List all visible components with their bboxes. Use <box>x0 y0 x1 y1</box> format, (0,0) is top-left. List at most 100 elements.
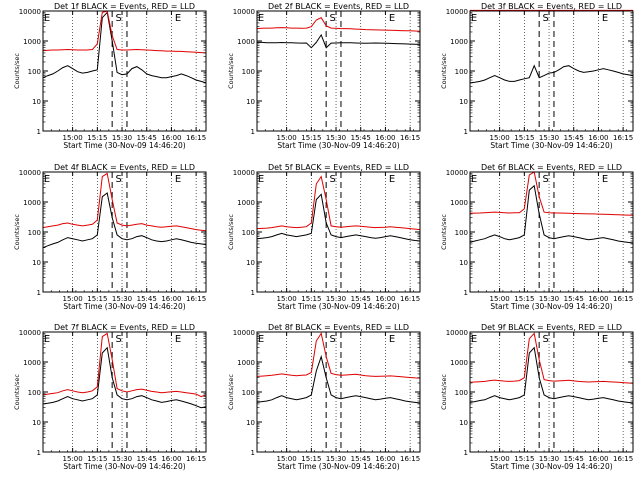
x-tick-label: 16:15 <box>186 455 206 463</box>
y-tick-label: 10 <box>32 419 41 427</box>
panel-det-4: Det 4f BLACK = Events, RED = LLD S E E 1 10 10… <box>13 163 207 311</box>
x-axis-label: Start Time (30-Nov-09 14:46:20) <box>277 302 399 311</box>
x-tick-label: 15:30 <box>539 455 559 463</box>
y-tick-label: 1 <box>37 128 41 136</box>
x-tick-label: 15:15 <box>87 295 107 303</box>
y-tick-label: 100 <box>28 229 41 237</box>
x-axis-label: Start Time (30-Nov-09 14:46:20) <box>277 141 399 150</box>
x-tick-label: 16:00 <box>588 295 608 303</box>
marker-e: E <box>175 174 181 185</box>
panel-title: Det 1f BLACK = Events, RED = LLD <box>54 2 195 11</box>
x-tick-label: 15:15 <box>87 455 107 463</box>
x-tick-label: 16:00 <box>375 134 395 142</box>
x-tick-label: 15:30 <box>326 455 346 463</box>
x-tick-label: 16:15 <box>400 295 420 303</box>
marker-s: S <box>116 174 122 185</box>
series-events-line <box>42 346 207 409</box>
y-axis-label: Counts/sec <box>440 374 448 410</box>
panel-title: Det 3f BLACK = Events, RED = LLD <box>481 2 622 11</box>
plot-frame <box>469 331 634 453</box>
series-lld-line <box>469 171 634 216</box>
x-tick-label: 15:15 <box>301 134 321 142</box>
series-lld-line <box>256 17 421 32</box>
y-tick-label: 100 <box>455 389 468 397</box>
x-tick-label: 15:45 <box>564 455 584 463</box>
y-tick-label: 10000 <box>233 329 255 337</box>
x-tick-label: 15:15 <box>514 455 534 463</box>
y-axis-label: Counts/sec <box>227 374 235 410</box>
y-tick-label: 10 <box>459 98 468 106</box>
x-axis-label: Start Time (30-Nov-09 14:46:20) <box>63 462 185 471</box>
series-events-line <box>469 346 634 404</box>
y-tick-label: 1 <box>251 289 255 297</box>
x-tick-label: 15:30 <box>326 295 346 303</box>
y-tick-label: 10 <box>459 259 468 267</box>
marker-e-start: E <box>258 334 264 345</box>
x-tick-label: 15:00 <box>63 295 83 303</box>
x-tick-label: 16:00 <box>588 455 608 463</box>
x-axis-label: Start Time (30-Nov-09 14:46:20) <box>490 141 612 150</box>
x-tick-label: 16:15 <box>400 455 420 463</box>
y-tick-label: 1000 <box>23 359 41 367</box>
series-lld-line <box>42 172 207 232</box>
marker-e: E <box>602 334 608 345</box>
y-axis-label: Counts/sec <box>13 53 21 89</box>
panel-det-5: Det 5f BLACK = Events, RED = LLD S E E 1 10 10… <box>227 163 421 311</box>
y-tick-label: 100 <box>242 229 255 237</box>
y-tick-label: 1 <box>37 289 41 297</box>
x-tick-label: 16:15 <box>613 134 633 142</box>
marker-s: S <box>330 334 336 345</box>
x-tick-label: 15:30 <box>112 295 132 303</box>
panel-title: Det 6f BLACK = Events, RED = LLD <box>481 163 622 172</box>
y-tick-label: 1000 <box>23 38 41 46</box>
y-tick-label: 100 <box>455 229 468 237</box>
x-tick-label: 16:15 <box>400 134 420 142</box>
series-events-line <box>257 33 421 49</box>
y-tick-label: 1 <box>251 128 255 136</box>
y-tick-label: 1 <box>464 128 468 136</box>
x-tick-label: 15:00 <box>63 134 83 142</box>
x-tick-label: 15:45 <box>351 134 371 142</box>
x-tick-label: 15:45 <box>564 295 584 303</box>
x-axis-label: Start Time (30-Nov-09 14:46:20) <box>277 462 399 471</box>
series-events-line <box>256 354 421 404</box>
y-tick-label: 10 <box>459 419 468 427</box>
marker-e: E <box>602 174 608 185</box>
x-tick-label: 15:15 <box>301 455 321 463</box>
y-tick-label: 10000 <box>446 8 468 16</box>
y-tick-label: 1000 <box>23 199 41 207</box>
x-tick-label: 16:15 <box>613 455 633 463</box>
x-tick-label: 15:30 <box>539 134 559 142</box>
marker-s: S <box>543 334 549 345</box>
series-lld-line <box>42 10 207 54</box>
x-axis-label: Start Time (30-Nov-09 14:46:20) <box>490 462 612 471</box>
x-tick-label: 16:15 <box>186 295 206 303</box>
x-tick-label: 15:00 <box>490 295 510 303</box>
y-tick-label: 1 <box>464 289 468 297</box>
x-tick-label: 16:15 <box>613 295 633 303</box>
marker-e-start: E <box>258 13 264 24</box>
panel-det-8: Det 8f BLACK = Events, RED = LLD S E E 1 10 10… <box>227 323 421 471</box>
plot-frame <box>42 10 207 132</box>
x-tick-label: 15:15 <box>87 134 107 142</box>
y-tick-label: 1000 <box>450 199 468 207</box>
series-events-line <box>42 11 207 84</box>
marker-e-start: E <box>44 334 50 345</box>
y-axis-label: Counts/sec <box>440 53 448 89</box>
marker-s: S <box>543 13 549 24</box>
y-axis-label: Counts/sec <box>227 53 235 89</box>
y-tick-label: 1 <box>251 449 255 457</box>
plot-frame <box>256 171 421 293</box>
y-axis-label: Counts/sec <box>13 374 21 410</box>
x-tick-label: 15:30 <box>112 134 132 142</box>
panel-title: Det 4f BLACK = Events, RED = LLD <box>54 163 195 172</box>
marker-e: E <box>175 13 181 24</box>
x-tick-label: 16:00 <box>161 295 181 303</box>
series-lld-line <box>42 332 207 398</box>
y-tick-label: 100 <box>242 389 255 397</box>
marker-e-start: E <box>471 174 477 185</box>
series-events-line <box>256 193 421 242</box>
x-axis-label: Start Time (30-Nov-09 14:46:20) <box>63 302 185 311</box>
y-tick-label: 1000 <box>237 359 255 367</box>
